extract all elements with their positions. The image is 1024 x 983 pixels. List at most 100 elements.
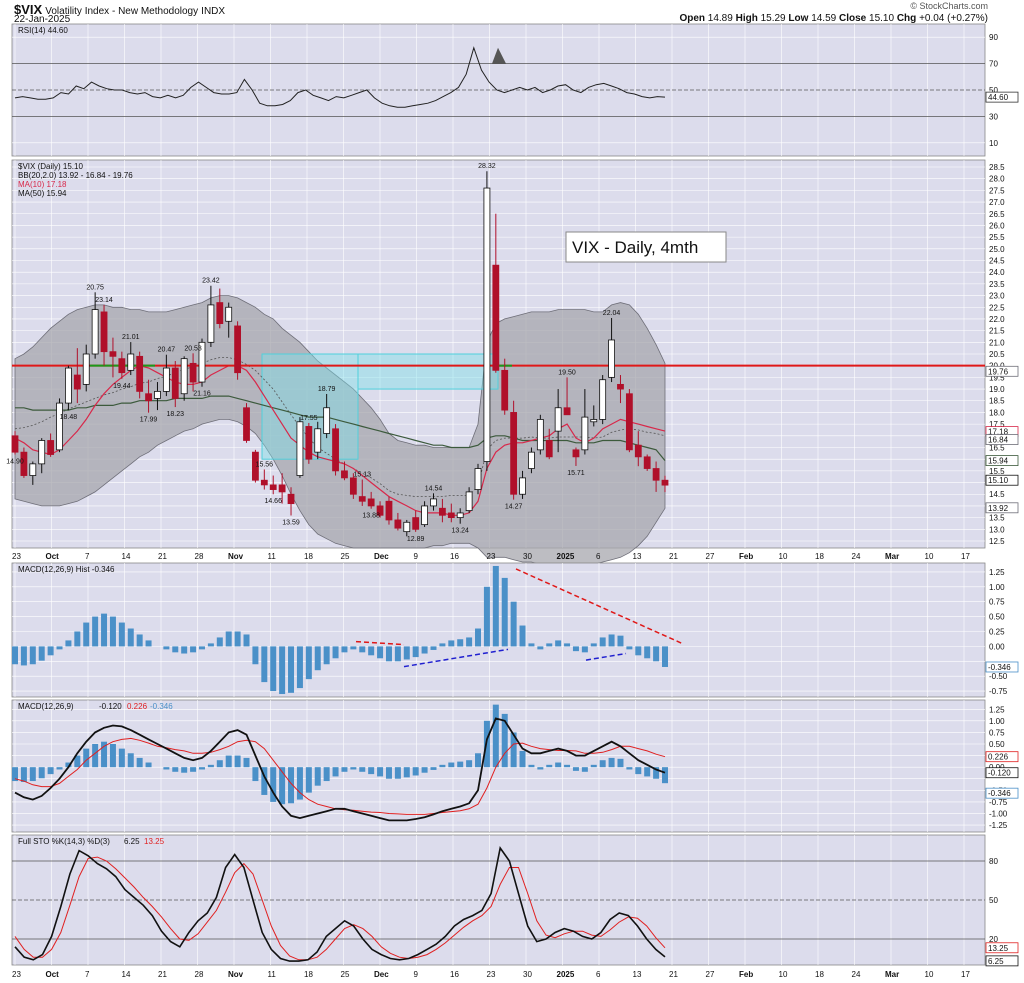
price-tick-label: 26.5	[989, 210, 1005, 219]
macd-bar	[163, 767, 170, 770]
candle-body	[100, 311, 108, 353]
macd-hist-bar	[136, 634, 143, 647]
price-tick-label: 23.5	[989, 280, 1005, 289]
price-x-label: 16	[450, 552, 459, 561]
macd-bar	[608, 757, 615, 768]
candle-body	[412, 517, 420, 530]
price-tick-label: 14.5	[989, 490, 1005, 499]
stoch-x-label: 27	[706, 970, 715, 979]
open-value: 14.89	[707, 13, 733, 24]
price-x-label: Oct	[46, 552, 60, 561]
price-value-label: 13.92	[988, 504, 1009, 513]
price-value-label: 19.76	[988, 367, 1009, 376]
price-x-label: 23	[12, 552, 21, 561]
macd-bar	[279, 767, 286, 805]
stoch-x-label: 28	[195, 970, 204, 979]
macd-hist-bar	[653, 646, 660, 662]
candle-body	[234, 325, 242, 374]
symbol: $VIX	[14, 2, 43, 17]
candle-body	[198, 341, 206, 383]
macd-hist-bar	[359, 646, 366, 653]
candle-body	[252, 451, 259, 481]
macd-bar	[181, 767, 188, 773]
macd-hist-bar	[56, 646, 63, 650]
exchange: INDX	[201, 6, 226, 17]
macd-bar	[225, 755, 232, 768]
price-x-label: Dec	[374, 552, 389, 561]
price-annotation: 18.79	[318, 386, 336, 393]
candle-body	[599, 379, 607, 420]
price-annotation: 18.23	[167, 411, 185, 418]
macd-hist-bar	[350, 646, 357, 650]
price-tick-label: 25.0	[989, 245, 1005, 254]
macd-bar	[198, 767, 205, 770]
macd-bar	[305, 767, 312, 793]
stoch-x-label: 14	[122, 970, 131, 979]
candle-body	[91, 309, 99, 355]
price-annotation: 19.44	[113, 383, 131, 390]
stoch-x-label: 17	[961, 970, 970, 979]
price-annotation: 12.89	[407, 536, 425, 543]
stoch-legend-k: 6.25	[124, 837, 140, 846]
candle-body	[11, 435, 19, 453]
candle-body	[474, 468, 482, 490]
price-legend-ma50: MA(50) 15.94	[18, 189, 67, 198]
price-value-label-box	[985, 474, 1019, 486]
trendline-red	[355, 640, 405, 646]
price-tick-label: 18.0	[989, 408, 1005, 417]
price-value-label-box	[985, 502, 1019, 514]
candle-body	[625, 393, 633, 451]
macd-hist-bar	[617, 635, 624, 647]
macd-hist-bar	[412, 646, 419, 658]
macd-hist-bar	[430, 646, 437, 650]
macd-bar	[109, 744, 116, 768]
macd-hist-bar	[243, 634, 250, 647]
price-x-label: 30	[523, 552, 532, 561]
macd-hist-bar	[457, 639, 464, 647]
price-tick-label: 19.0	[989, 385, 1005, 394]
macd-hist-bar	[635, 646, 642, 656]
candle-body	[162, 367, 170, 392]
macd-bar	[519, 750, 526, 768]
macd-bar	[145, 762, 152, 768]
close-value: 15.10	[869, 13, 895, 24]
price-annotation: 19.50	[558, 369, 576, 376]
macd-hist-bar	[368, 646, 375, 656]
macd-bar	[216, 760, 223, 768]
candle-body	[608, 339, 615, 378]
macd-hist-bar	[47, 646, 54, 656]
macd-bar	[475, 753, 482, 768]
price-annotation: 14.27	[505, 504, 523, 511]
macd-bar	[662, 767, 668, 784]
price-x-label: 6	[596, 552, 601, 561]
rsi-tick-label: 50	[989, 86, 998, 95]
ma50-line	[15, 395, 666, 461]
macd-hist-bar	[127, 628, 134, 647]
price-tick-label: 22.5	[989, 303, 1005, 312]
stoch-tick-label: 50	[989, 896, 998, 905]
price-tick-label: 22.0	[989, 315, 1005, 324]
trendline-red	[515, 568, 683, 645]
macd-value-label: -0.346	[988, 789, 1011, 798]
price-tick-label: 12.5	[989, 537, 1005, 546]
macd-hist-bar	[181, 646, 188, 654]
candle-body	[447, 512, 455, 519]
candle-body	[617, 383, 624, 390]
macd-hist-bar	[305, 646, 312, 680]
rsi-value-label: 44.60	[988, 93, 1009, 102]
macd-hist-bar	[483, 586, 490, 647]
candle-body	[287, 493, 295, 504]
candle-body	[358, 496, 366, 502]
price-annotation: 20.75	[86, 284, 104, 291]
macd-hist-value-label: -0.346	[988, 663, 1011, 672]
candle-body	[376, 505, 384, 516]
macd-hist-bar	[644, 646, 651, 659]
candle-body	[305, 426, 313, 460]
macd-hist-bar	[261, 646, 268, 683]
rsi-legend: RSI(14) 44.60	[18, 26, 68, 35]
macd-hist-bar	[101, 613, 108, 647]
candle-body	[438, 507, 446, 516]
macd-value-label-box	[985, 767, 1019, 779]
price-value-label: 15.94	[988, 457, 1009, 466]
